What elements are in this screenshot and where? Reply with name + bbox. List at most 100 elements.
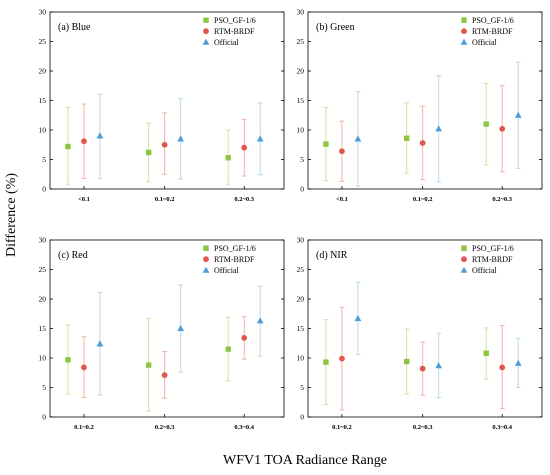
y-tick-label: 30 bbox=[297, 236, 305, 245]
y-tick-label: 25 bbox=[297, 265, 305, 274]
y-tick-label: 15 bbox=[297, 96, 305, 105]
legend-label: PSO_GF-1/6 bbox=[214, 244, 256, 253]
legend-label: RTM-BRDF bbox=[472, 255, 513, 264]
y-tick-label: 0 bbox=[300, 185, 304, 194]
legend-marker bbox=[460, 38, 468, 45]
panel-label: (a) Blue bbox=[58, 22, 91, 33]
y-tick-label: 0 bbox=[300, 413, 304, 422]
y-tick-label: 5 bbox=[300, 155, 304, 164]
data-point bbox=[225, 346, 231, 352]
data-point bbox=[177, 135, 185, 142]
y-tick-label: 30 bbox=[39, 8, 47, 17]
panel-label: (c) Red bbox=[58, 250, 88, 261]
legend-marker bbox=[461, 28, 467, 35]
y-tick-label: 15 bbox=[297, 324, 305, 333]
data-point bbox=[514, 359, 522, 366]
legend-label: Official bbox=[472, 266, 498, 275]
chart-panel-1: 0 5 10 15 20 25 30 <0.1 0.1~0.2 0.2~0.3 (b) Green P… bbox=[297, 8, 543, 203]
legend-marker bbox=[202, 266, 210, 273]
x-axis-title: WFV1 TOA Radiance Range bbox=[223, 453, 387, 468]
legend-label: Official bbox=[214, 266, 240, 275]
data-point bbox=[339, 355, 345, 362]
x-tick-label: 0.2~0.3 bbox=[234, 196, 254, 203]
y-tick-label: 0 bbox=[42, 185, 46, 194]
y-tick-label: 10 bbox=[39, 354, 47, 363]
data-point bbox=[161, 372, 168, 379]
panels: 0 5 10 15 20 25 30 <0.1 0.1~0.2 0.2~0.3 (a) Blue PS… bbox=[39, 8, 543, 431]
x-tick-label: <0.1 bbox=[78, 196, 90, 203]
data-point bbox=[145, 149, 152, 156]
data-point bbox=[241, 335, 248, 341]
data-point bbox=[65, 357, 71, 363]
plot-frame bbox=[307, 11, 543, 190]
data-point bbox=[435, 125, 443, 132]
y-tick-label: 5 bbox=[42, 155, 46, 164]
legend-label: PSO_GF-1/6 bbox=[214, 16, 256, 25]
data-point bbox=[514, 111, 522, 118]
legend-label: RTM-BRDF bbox=[214, 255, 255, 264]
data-point bbox=[225, 155, 231, 161]
x-tick-label: 0.3~0.4 bbox=[234, 424, 254, 431]
y-tick-label: 15 bbox=[39, 96, 47, 105]
data-point bbox=[499, 125, 506, 132]
y-tick-label: 20 bbox=[39, 295, 47, 304]
panel-label: (b) Green bbox=[316, 22, 355, 33]
y-tick-label: 5 bbox=[42, 383, 46, 392]
legend-marker bbox=[203, 256, 209, 263]
data-point bbox=[81, 364, 87, 371]
y-tick-label: 30 bbox=[297, 8, 305, 17]
x-tick-label: <0.1 bbox=[336, 196, 348, 203]
data-point bbox=[354, 314, 362, 322]
x-tick-label: 0.1~0.2 bbox=[74, 424, 94, 431]
data-point bbox=[419, 365, 426, 372]
legend-marker bbox=[203, 17, 209, 23]
x-tick-label: 0.1~0.2 bbox=[155, 196, 175, 203]
data-point bbox=[483, 121, 489, 127]
y-tick-label: 20 bbox=[297, 67, 305, 76]
chart-panel-0: 0 5 10 15 20 25 30 <0.1 0.1~0.2 0.2~0.3 (a) Blue PS… bbox=[39, 8, 285, 203]
legend-marker bbox=[461, 256, 467, 263]
data-point bbox=[96, 132, 104, 139]
data-point bbox=[96, 340, 104, 347]
legend-marker bbox=[461, 245, 467, 251]
y-tick-label: 20 bbox=[297, 295, 305, 304]
data-point bbox=[81, 138, 87, 145]
legend-label: RTM-BRDF bbox=[214, 27, 255, 36]
data-point bbox=[323, 141, 329, 147]
legend-label: RTM-BRDF bbox=[472, 27, 513, 36]
plot-frame bbox=[49, 239, 285, 418]
legend-label: PSO_GF-1/6 bbox=[472, 16, 514, 25]
plot-frame bbox=[307, 239, 543, 418]
x-tick-label: 0.2~0.3 bbox=[155, 424, 175, 431]
y-tick-label: 0 bbox=[42, 413, 46, 422]
panel-label: (d) NIR bbox=[316, 250, 348, 261]
y-tick-label: 5 bbox=[300, 383, 304, 392]
data-point bbox=[65, 143, 71, 150]
y-tick-label: 30 bbox=[39, 236, 47, 245]
data-point bbox=[323, 359, 329, 365]
y-tick-label: 25 bbox=[39, 37, 47, 46]
legend-marker bbox=[460, 266, 468, 273]
data-point bbox=[339, 148, 345, 155]
y-tick-label: 20 bbox=[39, 67, 47, 76]
data-point bbox=[241, 144, 248, 151]
x-tick-label: 0.2~0.3 bbox=[492, 196, 512, 203]
data-point bbox=[256, 317, 264, 324]
x-tick-label: 0.3~0.4 bbox=[492, 424, 512, 431]
x-tick-label: 0.2~0.3 bbox=[413, 424, 433, 431]
data-point bbox=[483, 350, 489, 356]
data-point bbox=[161, 141, 168, 148]
y-axis-title: Difference (%) bbox=[4, 173, 19, 257]
legend-label: Official bbox=[214, 38, 240, 47]
y-tick-label: 15 bbox=[39, 324, 47, 333]
chart-panel-2: 0 5 10 15 20 25 30 0.1~0.2 0.2~0.3 0.3~0.4 (c) Red… bbox=[39, 236, 285, 431]
legend-marker bbox=[461, 17, 467, 23]
y-tick-label: 25 bbox=[297, 37, 305, 46]
data-point bbox=[403, 358, 410, 365]
data-point bbox=[419, 140, 426, 146]
data-point bbox=[177, 324, 185, 332]
data-point bbox=[256, 135, 264, 142]
x-tick-label: 0.1~0.2 bbox=[332, 424, 352, 431]
legend-marker bbox=[203, 245, 209, 251]
